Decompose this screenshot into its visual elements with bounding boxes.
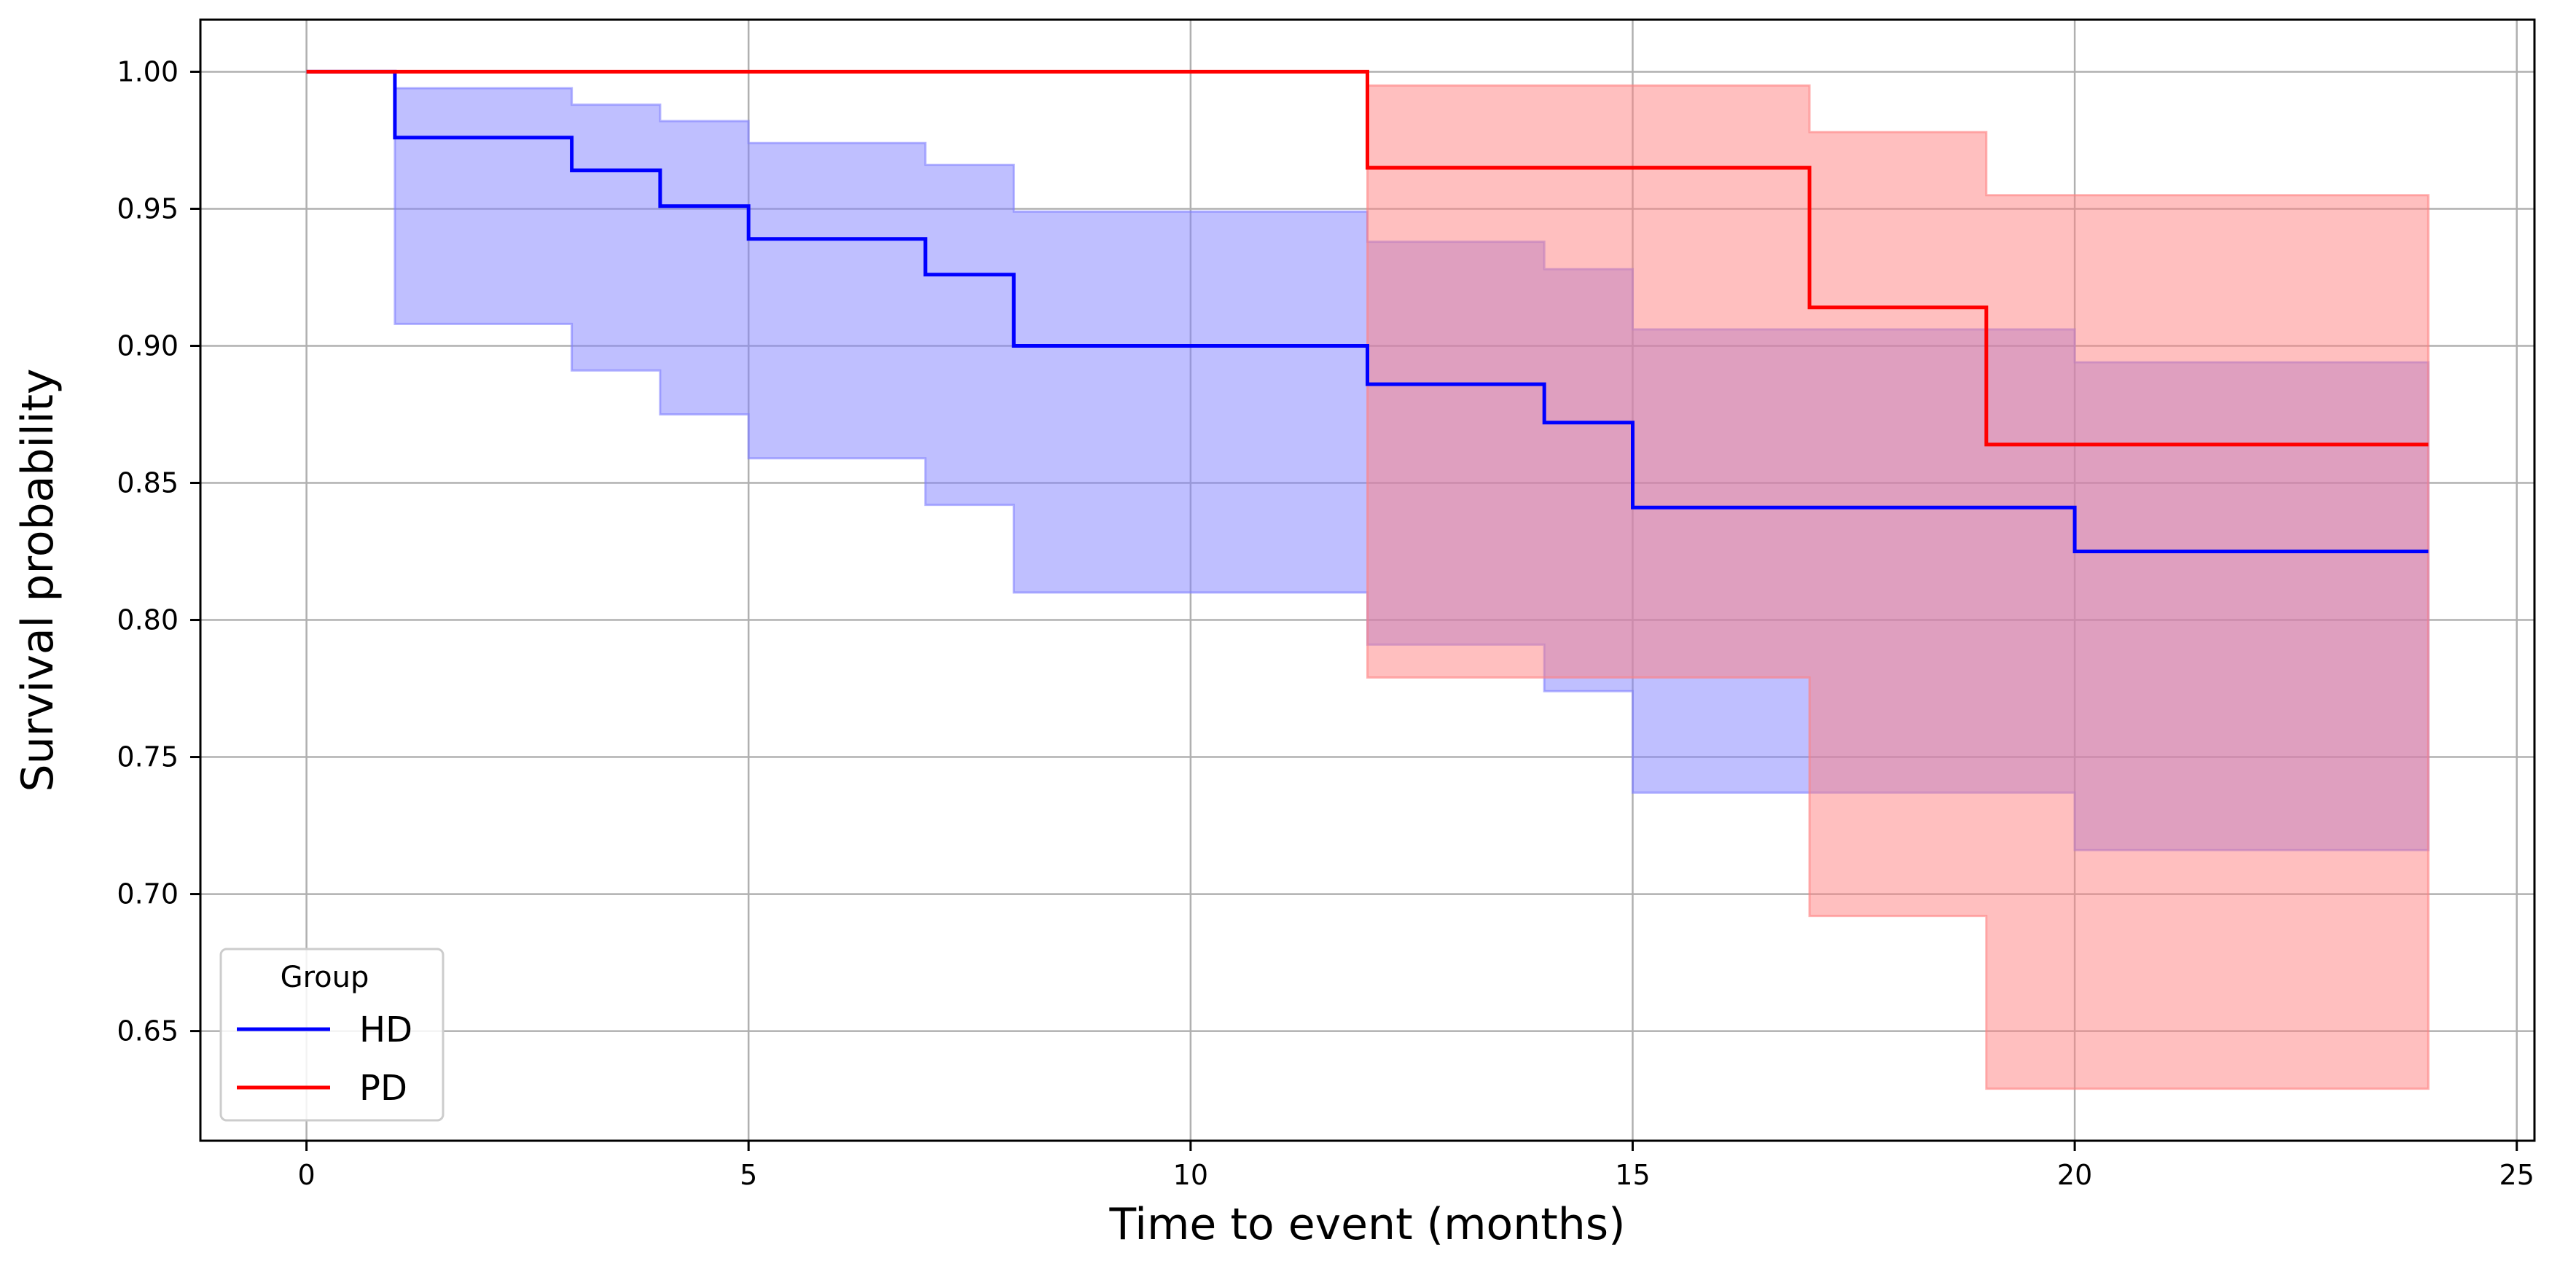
y-tick-label: 0.95: [117, 192, 179, 225]
y-tick-label: 0.90: [117, 329, 179, 362]
x-tick-label: 25: [2499, 1159, 2534, 1191]
confidence-band-pd: [306, 70, 2430, 1090]
survival-lines: [306, 69, 2429, 553]
y-axis-label: Survival probability: [12, 368, 63, 792]
x-axis-label: Time to event (months): [1109, 1199, 1626, 1250]
axis-ticks: 0 5 10 15 20 25 0.65 0.70 0.75 0.80 0.85 0.90 0.95 1.…: [117, 55, 2534, 1191]
legend-box: [219, 948, 445, 1122]
plot-frame: [199, 18, 2536, 1142]
legend-title: Group: [281, 961, 369, 994]
y-tick-label: 0.70: [117, 878, 179, 910]
x-tick-label: 10: [1173, 1159, 1208, 1191]
confidence-bands: [306, 70, 2430, 1090]
legend: Group HD PD: [219, 948, 445, 1122]
y-tick-label: 0.85: [117, 467, 179, 499]
survival-curve-hd: [306, 69, 2429, 553]
x-tick-label: 20: [2057, 1159, 2092, 1191]
y-tick-label: 0.80: [117, 604, 179, 636]
y-tick-label: 0.75: [117, 741, 179, 773]
legend-entries: HD PD: [237, 1010, 412, 1109]
x-tick-label: 5: [740, 1159, 757, 1191]
x-tick-label: 0: [297, 1159, 315, 1191]
legend-label-hd: HD: [359, 1010, 412, 1050]
y-tick-label: 1.00: [117, 55, 179, 87]
x-tick-label: 15: [1615, 1159, 1650, 1191]
survival-curve-pd: [306, 69, 2429, 447]
legend-label-pd: PD: [359, 1068, 407, 1109]
y-tick-label: 0.65: [117, 1015, 179, 1047]
